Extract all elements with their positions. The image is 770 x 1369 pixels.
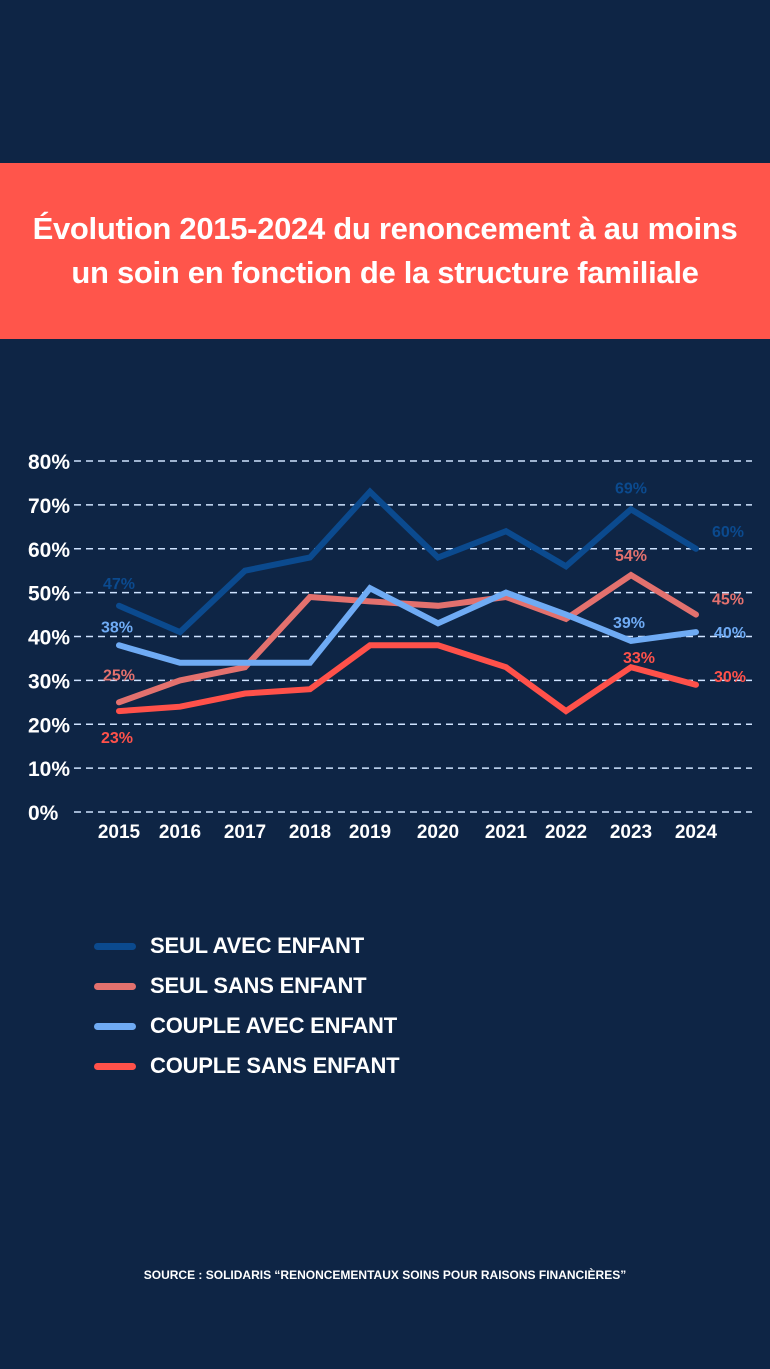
- x-tick-label: 2024: [675, 822, 718, 843]
- x-axis-ticks: 2015 2016 2017 2018 2019 2020 2021 2022 2023 2024: [98, 822, 718, 843]
- x-tick-label: 2022: [545, 822, 587, 843]
- y-tick-label: 40%: [28, 627, 70, 650]
- series-line: [116, 487, 699, 636]
- title-banner: Évolution 2015-2024 du renoncement à au …: [0, 163, 770, 339]
- chart-title: Évolution 2015-2024 du renoncement à au …: [32, 211, 738, 290]
- y-tick-label: 30%: [28, 670, 70, 693]
- data-label: 60%: [712, 524, 744, 541]
- legend-item: COUPLE SANS ENFANT: [94, 1046, 400, 1086]
- y-tick-label: 20%: [28, 714, 70, 737]
- data-label: 69%: [615, 480, 647, 497]
- data-label: 45%: [712, 592, 744, 609]
- legend-item: SEUL AVEC ENFANT: [94, 926, 399, 966]
- legend-swatch: [94, 1062, 136, 1070]
- legend-swatch: [94, 982, 136, 990]
- data-label: 54%: [615, 548, 647, 565]
- x-tick-label: 2020: [417, 822, 459, 843]
- x-tick-label: 2017: [224, 822, 266, 843]
- x-tick-label: 2018: [289, 822, 331, 843]
- legend-label: SEUL AVEC ENFANT: [150, 933, 364, 958]
- data-label: 40%: [714, 625, 746, 642]
- data-label: 25%: [103, 667, 135, 684]
- data-label: 33%: [623, 650, 655, 667]
- x-tick-label: 2021: [485, 822, 528, 843]
- y-tick-label: 70%: [28, 495, 70, 518]
- line-chart: 0%10%20%30%40%50%60%70%80% 2015 2016 2017 2…: [28, 451, 752, 843]
- x-tick-label: 2015: [98, 822, 141, 843]
- data-label: 47%: [103, 576, 135, 593]
- line-chart-container: 0% 10% 20% 30% 40% 50% 60% 70% 80% 2015 2016 2017 2…: [0, 440, 770, 860]
- legend-label: COUPLE AVEC ENFANT: [150, 1013, 397, 1038]
- y-tick-label: 80%: [28, 451, 70, 474]
- y-tick-label: 10%: [28, 758, 70, 781]
- legend: SEUL AVEC ENFANT SEUL SANS ENFANT COUPLE…: [94, 926, 400, 1086]
- y-tick-label: 50%: [28, 583, 70, 606]
- data-label: 30%: [714, 669, 746, 686]
- data-label: 23%: [101, 730, 133, 747]
- series-line: [116, 642, 699, 715]
- y-axis-ticks: 0% 10% 20% 30% 40% 50% 60% 70% 80%: [28, 451, 70, 825]
- series-line: [116, 584, 699, 666]
- legend-swatch: [94, 942, 136, 950]
- y-tick-label: 60%: [28, 539, 70, 562]
- legend-item: SEUL SANS ENFANT: [94, 966, 399, 1006]
- x-tick-label: 2019: [349, 822, 391, 843]
- data-label: 39%: [613, 615, 645, 632]
- legend-item: COUPLE AVEC ENFANT: [94, 1006, 399, 1046]
- data-label: 38%: [101, 619, 133, 636]
- x-tick-label: 2023: [610, 822, 652, 843]
- legend-label: SEUL SANS ENFANT: [150, 973, 367, 998]
- x-tick-label: 2016: [159, 822, 201, 843]
- legend-label: COUPLE SANS ENFANT: [150, 1053, 400, 1078]
- y-tick-label: 0%: [28, 802, 59, 825]
- legend-swatch: [94, 1022, 136, 1030]
- data-label-layer: 47% 69% 60% 25% 54% 45% 38% 39% 40% 23% 33% 30%: [101, 480, 746, 747]
- source-note: SOURCE : SOLIDARIS “RENONCEMENTAUX SOINS…: [143, 1268, 627, 1282]
- series-layer: [116, 487, 699, 715]
